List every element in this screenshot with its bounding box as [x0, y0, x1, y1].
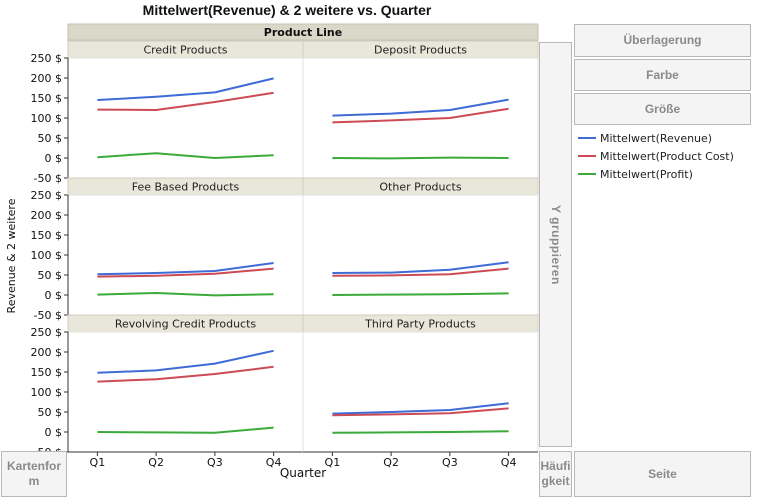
panel-deposit-products: Deposit Products: [302, 40, 539, 179]
y-tick-label: 50 $: [38, 269, 63, 282]
chart-title: Mittelwert(Revenue) & 2 weitere vs. Quar…: [143, 2, 432, 18]
size-drop-zone[interactable]: Größe: [574, 93, 751, 125]
y-tick-label: 200 $: [31, 346, 63, 359]
y-tick-label: -50 $: [34, 172, 62, 185]
series-line-mittelwert-product-cost-: [332, 267, 509, 277]
panel-plot-area: [302, 194, 539, 316]
series-line-mittelwert-profit-: [97, 292, 274, 297]
panel-title: Other Products: [379, 181, 461, 194]
y-tick-label: 250 $: [31, 326, 63, 339]
y-tick-label: 0 $: [45, 289, 63, 302]
series-line-mittelwert-profit-: [332, 430, 509, 434]
overlay-drop-zone[interactable]: Überlagerung: [574, 24, 751, 57]
panel-title: Third Party Products: [364, 318, 476, 331]
x-tick-label: Q3: [442, 456, 458, 469]
series-line-mittelwert-profit-: [332, 292, 509, 296]
panel-title: Fee Based Products: [132, 181, 240, 194]
legend-item: Mittelwert(Revenue): [578, 129, 734, 147]
x-tick-label: Q2: [148, 456, 164, 469]
legend-swatch: [578, 173, 596, 175]
series-line-mittelwert-revenue-: [332, 98, 509, 117]
legend-swatch: [578, 155, 596, 157]
series-line-mittelwert-product-cost-: [332, 407, 509, 417]
legend-label: Mittelwert(Product Cost): [600, 149, 734, 163]
legend-item: Mittelwert(Profit): [578, 165, 734, 183]
panel-fee-based-products: Fee Based Products 250 $ 200 $ 150 $ 100 $ 50…: [31, 177, 304, 322]
x-tick-label: Q2: [383, 456, 399, 469]
legend-label: Mittelwert(Revenue): [600, 131, 713, 145]
series-line-mittelwert-profit-: [97, 426, 274, 434]
y-tick-label: 100 $: [31, 386, 63, 399]
series-line-mittelwert-product-cost-: [97, 91, 274, 111]
x-tick-label: Q3: [207, 456, 223, 469]
panel-plot-area: [302, 331, 539, 453]
y-tick-label: 100 $: [31, 112, 63, 125]
x-tick-label: Q4: [501, 456, 517, 469]
series-line-mittelwert-revenue-: [332, 261, 509, 274]
series-line-mittelwert-profit-: [97, 152, 274, 159]
panel-other-products: Other Products: [302, 177, 539, 316]
y-tick-label: 200 $: [31, 209, 63, 222]
y-tick-label: 150 $: [31, 366, 63, 379]
y-tick-label: 200 $: [31, 72, 63, 85]
group-header-label: Product Line: [264, 26, 342, 39]
color-drop-zone[interactable]: Farbe: [574, 59, 751, 91]
panel-third-party-products: Third Party Products Q1 Q2 Q3 Q4: [302, 314, 539, 469]
x-tick-label: Q1: [90, 456, 106, 469]
group-header: [67, 23, 539, 41]
y-tick-label: 250 $: [31, 189, 63, 202]
panel-title: Revolving Credit Products: [115, 318, 257, 331]
panel-title: Deposit Products: [374, 44, 467, 57]
series-line-mittelwert-revenue-: [97, 262, 274, 276]
y-tick-label: 150 $: [31, 92, 63, 105]
panel-revolving-credit-products: Revolving Credit Products 250 $ 200 $ 150 $…: [31, 314, 304, 469]
y-tick-label: -50 $: [34, 309, 62, 322]
series-line-mittelwert-revenue-: [332, 402, 509, 415]
panel-plot-area: [302, 57, 539, 179]
panel-plot-area: [67, 194, 304, 316]
frequency-drop-zone[interactable]: Häufigkeit: [539, 451, 572, 497]
group-y-drop-zone[interactable]: Y gruppieren: [539, 42, 572, 447]
legend-item: Mittelwert(Product Cost): [578, 147, 734, 165]
legend-label: Mittelwert(Profit): [600, 167, 693, 181]
y-tick-label: 50 $: [38, 406, 63, 419]
series-line-mittelwert-revenue-: [97, 77, 274, 101]
panel-title: Credit Products: [143, 44, 227, 57]
panel-plot-area: [67, 331, 304, 453]
x-tick-label: Q4: [266, 456, 282, 469]
y-tick-label: 100 $: [31, 249, 63, 262]
y-axis-label: Revenue & 2 weitere: [5, 198, 18, 313]
series-line-mittelwert-profit-: [332, 156, 509, 160]
y-tick-label: 250 $: [31, 52, 63, 65]
y-tick-label: 0 $: [45, 426, 63, 439]
series-line-mittelwert-product-cost-: [97, 267, 274, 278]
map-shape-drop-zone[interactable]: Kartenform: [1, 451, 67, 497]
series-line-mittelwert-product-cost-: [332, 107, 509, 124]
legend: Mittelwert(Revenue) Mittelwert(Product Co…: [578, 129, 734, 183]
series-line-mittelwert-product-cost-: [97, 365, 274, 383]
y-tick-label: 150 $: [31, 229, 63, 242]
panel-credit-products: Credit Products 250 $ 200 $ 150 $ 100 $ 50 $ 0…: [31, 40, 304, 185]
y-tick-label: 50 $: [38, 132, 63, 145]
x-tick-label: Q1: [325, 456, 341, 469]
page-drop-zone[interactable]: Seite: [574, 451, 751, 497]
panel-plot-area: [67, 57, 304, 179]
series-line-mittelwert-revenue-: [97, 349, 274, 374]
x-axis-label: Quarter: [280, 466, 326, 480]
y-tick-label: 0 $: [45, 152, 63, 165]
legend-swatch: [578, 137, 596, 139]
